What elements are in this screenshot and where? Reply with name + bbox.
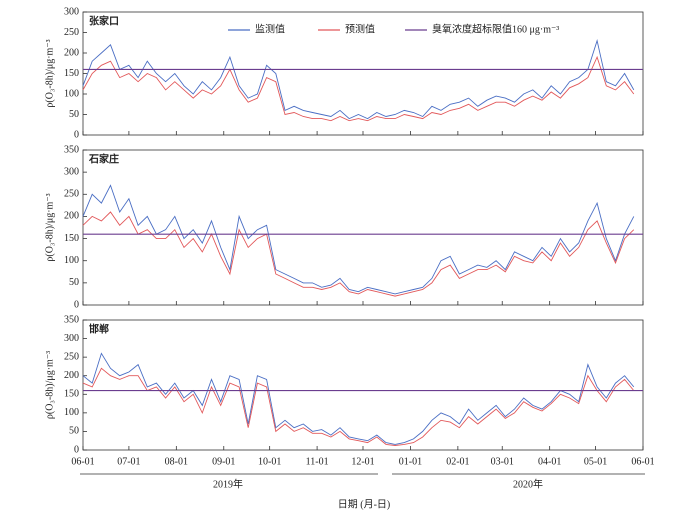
x-tick-label: 11-01 [306,456,329,467]
x-tick-label: 06-01 [71,456,94,467]
x-tick-label: 08-01 [165,456,188,467]
x-tick-label: 03-01 [491,456,514,467]
y-tick-label: 0 [74,299,79,310]
x-tick-label: 02-01 [446,456,469,467]
x-tick-label: 04-01 [538,456,561,467]
y-tick-label: 250 [64,27,79,38]
year-label: 2020年 [513,477,543,490]
y-tick-label: 100 [64,88,79,99]
year-label: 2019年 [213,477,243,490]
x-tick-label: 10-01 [258,456,281,467]
y-tick-label: 250 [64,351,79,362]
x-tick-label: 05-01 [584,456,607,467]
y-tick-label: 150 [64,233,79,244]
legend-label: 监测值 [255,22,285,35]
panel-title: 邯郸 [89,322,109,335]
x-tick-label: 09-01 [212,456,235,467]
legend-label: 臭氧浓度超标限值160 μg·m⁻³ [432,22,559,35]
y-tick-label: 100 [64,407,79,418]
y-tick-label: 0 [74,129,79,140]
y-tick-label: 200 [64,370,79,381]
legend-label: 预测值 [345,22,375,35]
series-line [82,352,635,445]
y-tick-label: 50 [69,277,79,288]
y-axis-label: ρ(O₃-8h)/μg·m⁻³ [44,193,55,261]
panel-title: 张家口 [89,14,119,27]
x-tick-label: 07-01 [117,456,140,467]
panel-title: 石家庄 [88,152,119,165]
y-tick-label: 300 [64,166,79,177]
series-line [82,55,635,122]
y-tick-label: 100 [64,255,79,266]
y-tick-label: 0 [74,444,79,455]
y-tick-label: 350 [64,144,79,155]
y-tick-label: 250 [64,189,79,200]
series-line [82,367,635,446]
y-tick-label: 150 [64,389,79,400]
series-line [82,184,635,295]
y-tick-label: 300 [64,333,79,344]
series-line [82,38,635,120]
y-tick-label: 50 [69,109,79,120]
y-tick-label: 300 [64,6,79,17]
y-tick-label: 50 [69,426,79,437]
y-tick-label: 150 [64,68,79,79]
x-tick-label: 06-01 [631,456,654,467]
x-axis-label: 日期 (月-日) [338,498,391,510]
plot-frame [82,319,644,451]
x-tick-label: 01-01 [399,456,422,467]
y-tick-label: 200 [64,47,79,58]
x-tick-label: 12-01 [351,456,374,467]
y-tick-label: 350 [64,314,79,325]
y-tick-label: 200 [64,211,79,222]
series-line [82,211,635,297]
y-axis-label: ρ(O₃-8h)/μg·m⁻³ [44,351,55,419]
y-axis-label: ρ(O₃-8h)/μg·m⁻³ [44,39,55,107]
